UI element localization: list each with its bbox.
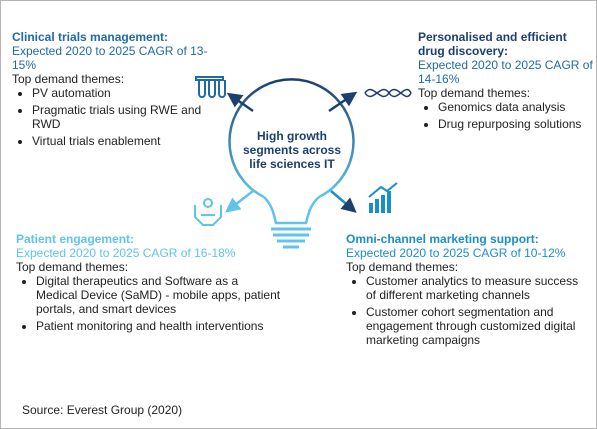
arrows [225, 91, 358, 213]
test-tube-icon [195, 76, 226, 98]
themes-heading: Top demand themes: [418, 86, 531, 100]
segment: Patient engagement: Expected 2020 to 2025… [16, 232, 281, 336]
theme: Customer analytics to measure success of… [366, 274, 591, 302]
cagr: Expected 2020 to 2025 CAGR of 16-18% [16, 246, 236, 260]
theme: Virtual trials enablement [32, 134, 217, 148]
center-label: High growth segments across life science… [242, 129, 342, 171]
care-icon [194, 198, 222, 226]
segment: Personalised and efficient drug discover… [418, 30, 593, 134]
cagr: Expected 2020 to 2025 CAGR of 14-16% [418, 58, 593, 86]
theme: Genomics data analysis [438, 100, 593, 114]
themes-list: Genomics data analysis Drug repurposing s… [418, 100, 593, 131]
segment-title: Clinical trials management: [12, 30, 169, 44]
segment: Clinical trials management: Expected 2020… [12, 30, 217, 151]
themes-heading: Top demand themes: [346, 260, 459, 274]
growth-icon [368, 182, 398, 213]
segment-title: Patient engagement: [16, 232, 135, 246]
themes-list: Digital therapeutics and Software as a M… [16, 274, 281, 333]
dna-icon [364, 88, 412, 98]
theme: Pragmatic trials using RWE and RWD [32, 103, 217, 131]
source: Source: Everest Group (2020) [22, 403, 183, 417]
themes-heading: Top demand themes: [16, 260, 129, 274]
theme: PV automation [32, 86, 217, 100]
segment-title: Omni-channel marketing support: [346, 232, 539, 246]
lightbulb [228, 78, 355, 249]
theme: Customer cohort segmentation and engagem… [366, 305, 591, 347]
cagr: Expected 2020 to 2025 CAGR of 13-15% [12, 44, 208, 72]
themes-heading: Top demand themes: [12, 72, 125, 86]
theme: Digital therapeutics and Software as a M… [36, 274, 281, 316]
theme: Patient monitoring and health interventi… [36, 319, 281, 333]
themes-list: Customer analytics to measure success of… [346, 274, 591, 347]
segment: Omni-channel marketing support: Expected … [346, 232, 591, 350]
cagr: Expected 2020 to 2025 CAGR of 10-12% [346, 246, 566, 260]
segment-title: Personalised and efficient drug discover… [418, 30, 567, 58]
themes-list: PV automation Pragmatic trials using RWE … [12, 86, 217, 148]
theme: Drug repurposing solutions [438, 117, 593, 131]
